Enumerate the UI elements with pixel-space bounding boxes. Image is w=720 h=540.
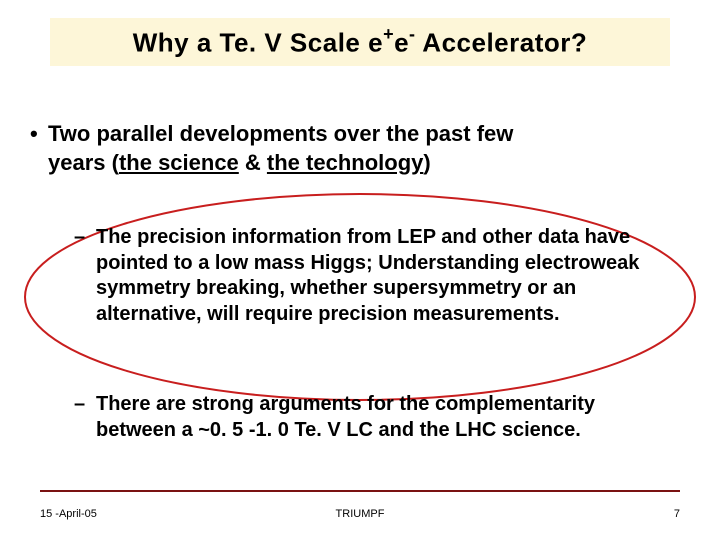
amp-text: & — [239, 150, 267, 175]
sub-bullet-1: – The precision information from LEP and… — [96, 225, 656, 327]
title-prefix: Why a Te. V Scale e — [133, 27, 383, 57]
title-sup-plus: + — [383, 24, 394, 44]
sub-bullet-2: – There are strong arguments for the com… — [96, 392, 656, 443]
title-banner: Why a Te. V Scale e+e- Accelerator? — [50, 18, 670, 66]
footer-center: TRIUMPF — [336, 508, 385, 520]
main-bullet: • Two parallel developments over the pas… — [48, 120, 668, 177]
science-text: the science — [119, 150, 239, 175]
bullet-dot-icon: • — [30, 120, 38, 149]
title-sup-minus: - — [409, 24, 416, 44]
title-suffix: Accelerator? — [416, 27, 588, 57]
title-mid: e — [394, 27, 409, 57]
footer-date: 15 -April-05 — [40, 508, 97, 520]
footer-page: 7 — [674, 508, 680, 520]
technology-text: the technology — [267, 150, 423, 175]
sub2-text: There are strong arguments for the compl… — [96, 393, 595, 441]
main-line1: Two parallel developments over the past … — [48, 121, 513, 146]
main-line2a: years ( — [48, 150, 119, 175]
dash-icon: – — [74, 392, 85, 418]
footer-divider — [40, 490, 680, 492]
footer: 15 -April-05 TRIUMPF 7 — [40, 508, 680, 520]
slide-title: Why a Te. V Scale e+e- Accelerator? — [133, 26, 588, 59]
close-paren: ) — [423, 150, 430, 175]
sub1-text: The precision information from LEP and o… — [96, 226, 639, 325]
dash-icon: – — [74, 225, 85, 251]
